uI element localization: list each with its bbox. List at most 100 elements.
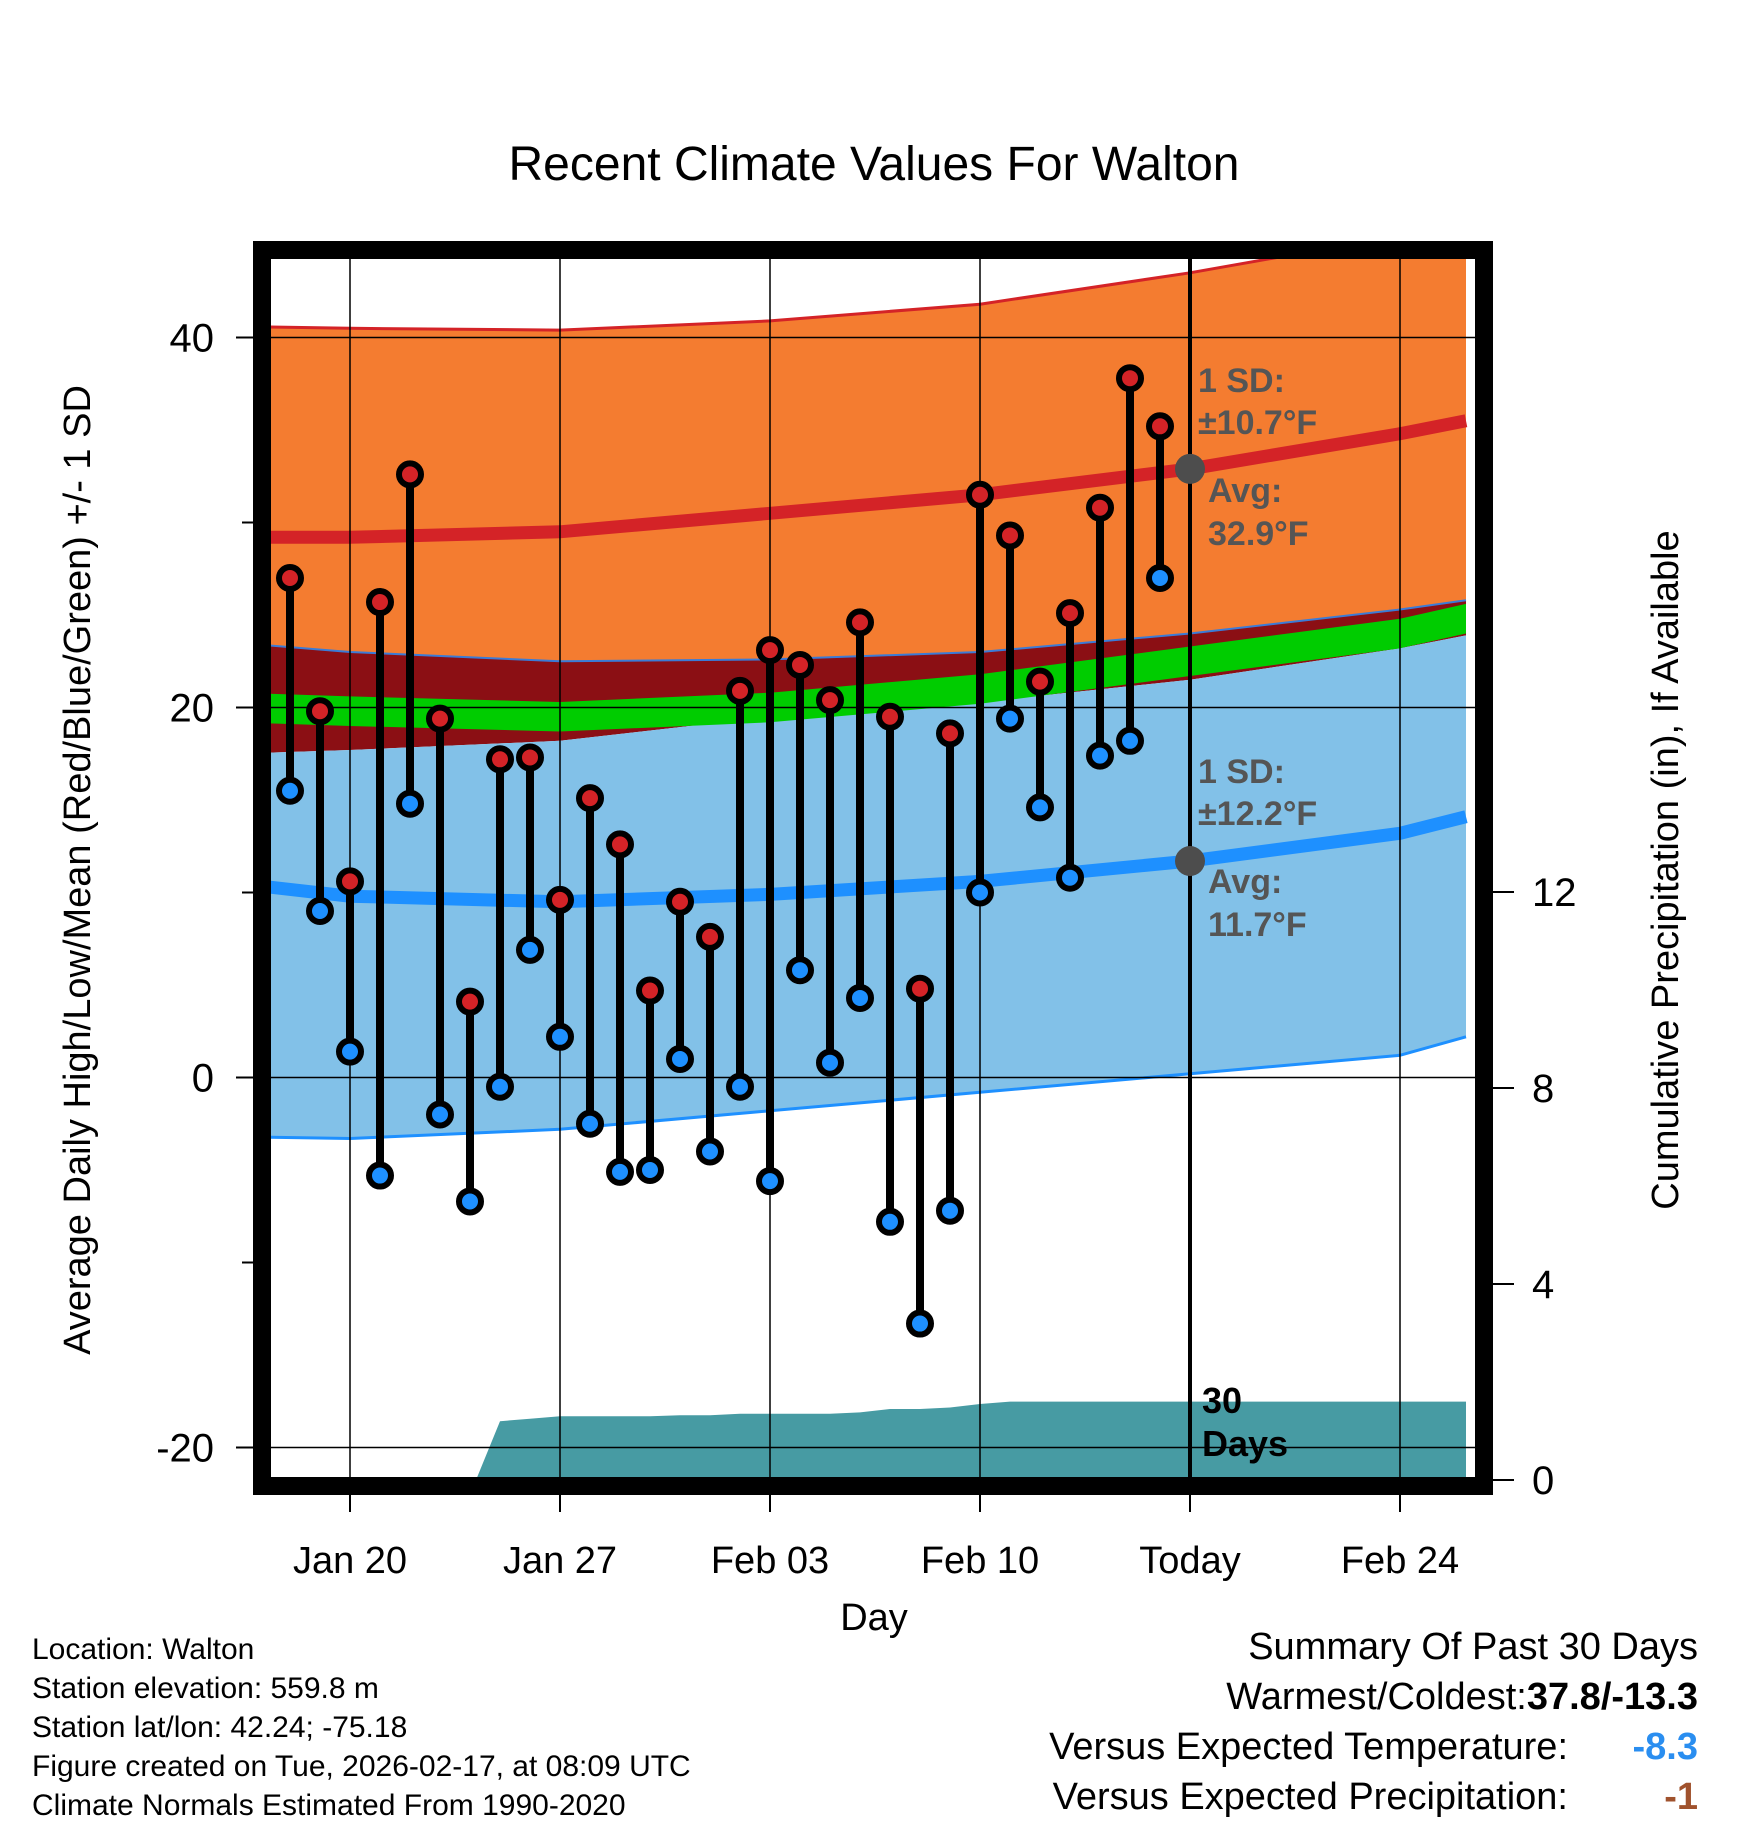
day-bar (636, 976, 664, 1184)
axes: 40 20 0 -20 0 4 8 12 Jan 20 Jan 27 Feb 03 Feb 10 Tod… (156, 317, 1576, 1583)
day-bar (696, 922, 724, 1166)
precip-value: -1 (1664, 1776, 1698, 1818)
y-tick-label: 40 (170, 317, 215, 361)
day-bar (306, 697, 334, 925)
low-avg-marker (1175, 846, 1205, 877)
day-high-point (486, 745, 514, 774)
day-bar (846, 608, 874, 1012)
day-bar (396, 460, 424, 818)
day-bar (1146, 412, 1174, 592)
day-high-point (516, 743, 544, 772)
day-low-point (606, 1157, 634, 1186)
day-bar (786, 650, 814, 985)
day-high-point (1086, 493, 1114, 522)
day-low-point (846, 983, 874, 1012)
day-high-point (816, 686, 844, 715)
day-low-point (396, 789, 424, 818)
low-sd-label: 1 SD: (1198, 753, 1285, 791)
day-low-point (906, 1309, 934, 1338)
annotations: 1 SD: ±10.7°F Avg: 32.9°F 1 SD: ±12.2°F Avg: 11… (1175, 362, 1317, 1464)
high-avg-value: 32.9°F (1208, 515, 1309, 553)
high-sd-lower-line (262, 599, 1467, 663)
temp-value: -8.3 (1632, 1726, 1698, 1768)
day-bar (366, 588, 394, 1190)
day-high-point (996, 521, 1024, 550)
latlon-text: Station lat/lon: 42.24; -75.18 (32, 1711, 408, 1744)
day-high-point (456, 987, 484, 1016)
low-sd-value: ±12.2°F (1198, 795, 1317, 833)
day-high-point (546, 885, 574, 914)
day-bar (1026, 667, 1054, 822)
chart-title: Recent Climate Values For Walton (509, 138, 1240, 191)
precip-days-label: Days (1202, 1423, 1288, 1464)
day-low-point (636, 1156, 664, 1184)
high-sd-label: 1 SD: (1198, 362, 1285, 400)
day-low-point (696, 1137, 724, 1166)
normal-high-line (262, 414, 1468, 544)
day-bar (726, 676, 754, 1101)
normals-text: Climate Normals Estimated From 1990-2020 (32, 1789, 626, 1822)
day-high-point (666, 887, 694, 916)
day-high-point (426, 704, 454, 733)
day-bar (336, 867, 364, 1066)
day-bar (456, 987, 484, 1216)
day-bar (906, 974, 934, 1338)
summary-precip-row: Versus Expected Precipitation: -1 (898, 1772, 1698, 1822)
day-high-point (636, 976, 664, 1005)
day-low-point (276, 776, 304, 805)
day-high-point (756, 636, 784, 665)
day-low-point (1146, 564, 1174, 592)
x-tick-label: Jan 20 (293, 1540, 407, 1582)
day-low-point (666, 1045, 694, 1073)
day-bar (546, 885, 574, 1051)
low-avg-label: Avg: (1208, 863, 1282, 901)
day-low-point (786, 956, 814, 985)
day-low-point (1086, 741, 1114, 770)
day-low-point (516, 935, 544, 964)
y2-tick-label: 12 (1532, 871, 1577, 915)
day-bar (876, 702, 904, 1236)
day-high-point (936, 719, 964, 748)
day-bar (1086, 493, 1114, 770)
high-sd-upper-line (262, 250, 1329, 332)
day-bar (486, 745, 514, 1101)
daily-values (276, 364, 1174, 1338)
x-tick-label: Jan 27 (503, 1540, 617, 1582)
normal-low-line (262, 810, 1468, 909)
day-bar (576, 784, 604, 1138)
day-bar (996, 521, 1024, 733)
precip-days-number: 30 (1202, 1380, 1242, 1421)
day-low-point (726, 1072, 754, 1101)
day-low-point (456, 1187, 484, 1216)
day-high-point (906, 974, 934, 1003)
day-high-point (336, 867, 364, 896)
day-low-point (876, 1207, 904, 1236)
day-high-point (1146, 412, 1174, 441)
day-high-point (606, 830, 634, 859)
y2-tick-label: 8 (1532, 1067, 1554, 1111)
high-sd-band (262, 250, 1466, 662)
x-tick-label: Feb 24 (1341, 1540, 1459, 1582)
day-low-point (996, 704, 1024, 733)
temp-label: Versus Expected Temperature: (1049, 1726, 1568, 1768)
day-low-point (366, 1161, 394, 1190)
day-bar (936, 719, 964, 1225)
elevation-text: Station elevation: 559.8 m (32, 1672, 379, 1705)
y-axis-label: Average Daily High/Low/Mean (Red/Blue/Gr… (57, 385, 99, 1355)
day-high-point (726, 676, 754, 705)
low-sd-lower-line (262, 1035, 1467, 1141)
day-high-point (396, 460, 424, 489)
y-tick-label: -20 (156, 1427, 214, 1471)
day-low-point (546, 1022, 574, 1051)
x-axis-label: Day (840, 1597, 908, 1639)
day-low-point (1056, 863, 1084, 892)
day-high-point (876, 702, 904, 731)
day-bar (816, 686, 844, 1077)
day-high-point (1026, 667, 1054, 696)
y-tick-label: 0 (192, 1057, 214, 1101)
warmest-label: Warmest/Coldest: (1226, 1676, 1527, 1718)
day-high-point (276, 564, 304, 592)
warmest-value: 37.8/-13.3 (1526, 1676, 1698, 1718)
day-high-point (1056, 599, 1084, 628)
precip-label: Versus Expected Precipitation: (1052, 1776, 1568, 1818)
